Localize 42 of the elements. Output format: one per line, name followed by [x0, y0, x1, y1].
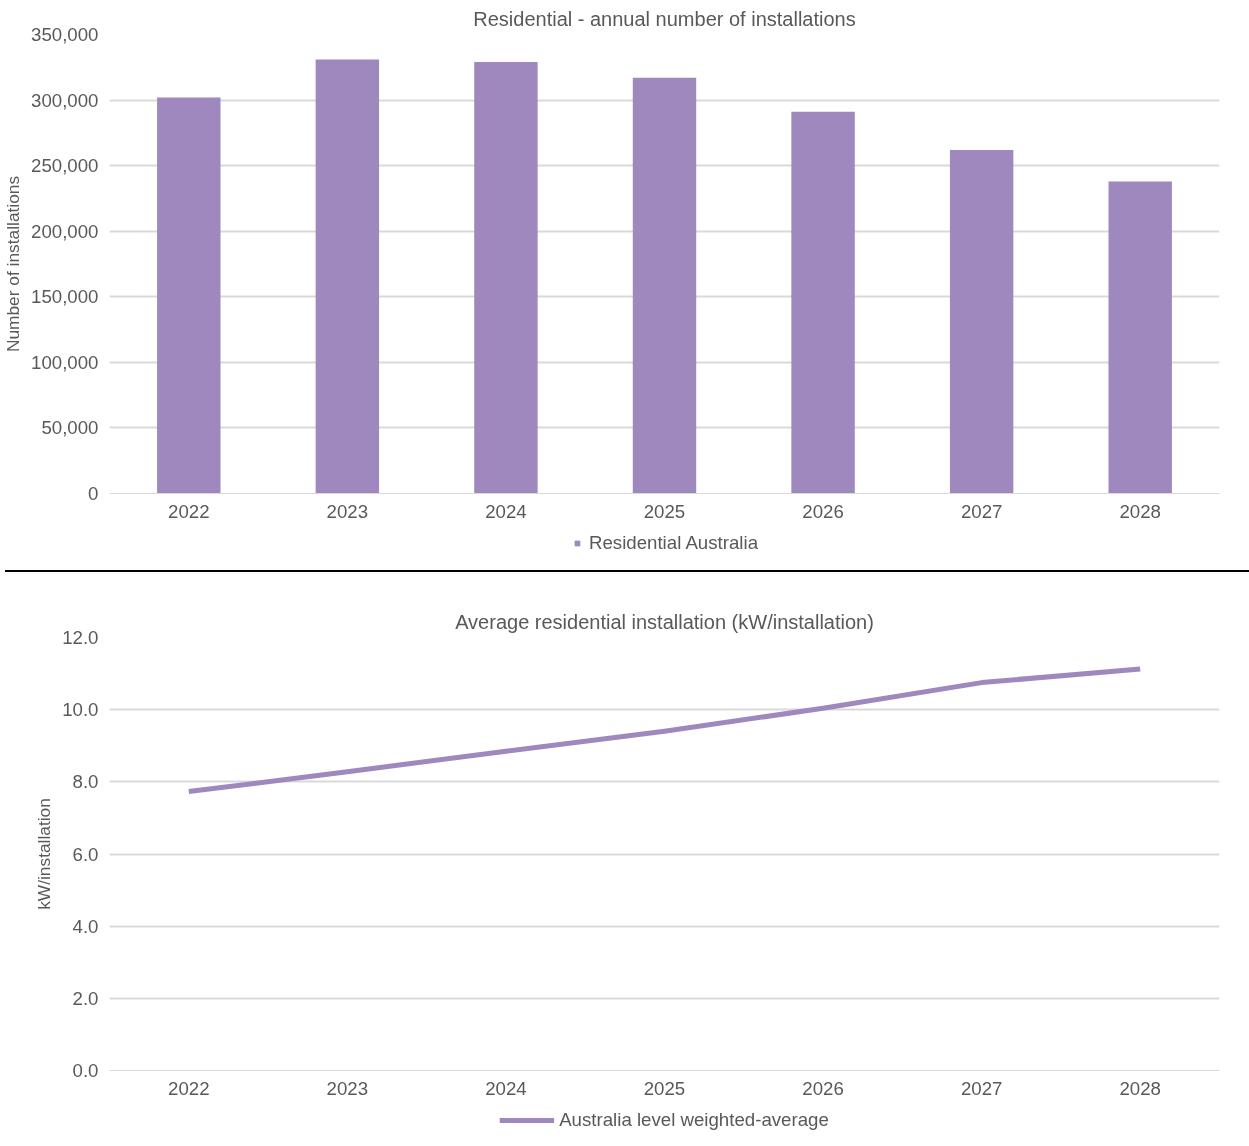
y-tick-label: 4.0 [72, 915, 99, 937]
y-tick-label: 50,000 [41, 417, 99, 439]
y-tick-label: 12.0 [62, 627, 99, 648]
chart-title: Residential - annual number of installations [473, 7, 856, 30]
y-tick-label: 6.0 [72, 843, 99, 865]
bar [949, 149, 1014, 494]
y-tick-label: 300,000 [31, 89, 99, 111]
y-tick-label: 150,000 [31, 286, 99, 308]
bar [632, 77, 697, 494]
x-tick-label: 2024 [485, 500, 527, 522]
y-tick-label: 0 [88, 483, 99, 504]
y-axis-title: Number of installations [3, 175, 24, 353]
legend-label: Australia level weighted-average [559, 1108, 829, 1131]
x-tick-label: 2025 [643, 500, 686, 522]
legend-label: Residential Australia [588, 531, 759, 554]
y-tick-label: 200,000 [31, 220, 99, 242]
y-tick-label: 0.0 [72, 1060, 99, 1081]
y-tick-label: 8.0 [72, 771, 99, 793]
y-axis-title: kW/installation [34, 798, 55, 910]
x-tick-label: 2027 [960, 500, 1003, 522]
bar [791, 111, 855, 494]
x-tick-label: 2026 [802, 1077, 844, 1099]
x-tick-label: 2027 [960, 1077, 1003, 1099]
y-tick-label: 250,000 [31, 155, 99, 177]
chart-title: Average residential installation (kW/installation) [455, 610, 874, 633]
bar [1108, 181, 1172, 494]
x-tick-label: 2022 [168, 1077, 210, 1099]
bar [474, 62, 538, 494]
y-tick-label: 350,000 [31, 24, 99, 45]
x-tick-label: 2028 [1119, 1077, 1161, 1099]
x-tick-label: 2023 [326, 1077, 369, 1099]
y-tick-label: 10.0 [62, 699, 99, 721]
bar [157, 97, 221, 494]
y-tick-label: 100,000 [31, 351, 99, 373]
x-tick-label: 2028 [1119, 500, 1161, 522]
x-tick-label: 2022 [168, 500, 210, 522]
bar [315, 59, 380, 494]
y-tick-label: 2.0 [72, 987, 99, 1009]
x-tick-label: 2025 [643, 1077, 686, 1099]
x-tick-label: 2023 [326, 500, 369, 522]
x-tick-label: 2026 [802, 500, 844, 522]
x-tick-label: 2024 [485, 1077, 527, 1099]
